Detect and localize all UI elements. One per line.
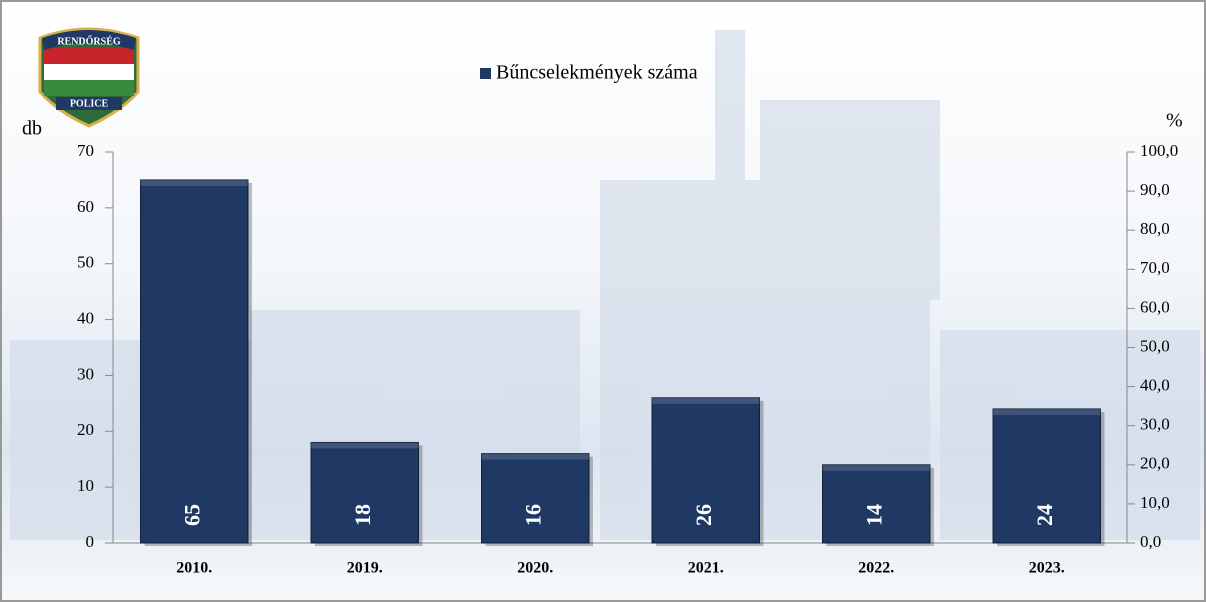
logo-text: POLICE bbox=[70, 98, 109, 109]
y2-tick-label: 0,0 bbox=[1140, 532, 1161, 551]
bar-shine bbox=[652, 397, 760, 404]
y-tick-label: 50 bbox=[77, 253, 94, 272]
y2-tick-label: 70,0 bbox=[1140, 258, 1170, 277]
value-label: 18 bbox=[350, 504, 375, 526]
value-label: 14 bbox=[861, 504, 886, 526]
value-label: 24 bbox=[1032, 504, 1057, 526]
y2-tick-label: 30,0 bbox=[1140, 415, 1170, 434]
value-label: 65 bbox=[179, 504, 204, 526]
bar bbox=[481, 453, 590, 544]
x-tick-label: 2021. bbox=[688, 560, 724, 577]
y-axis-label: db bbox=[22, 118, 42, 140]
logo: RENDŐRSÉG POLICE bbox=[38, 27, 140, 128]
value-label: 26 bbox=[691, 504, 716, 526]
bar-shine bbox=[140, 179, 248, 186]
value-label: 16 bbox=[520, 504, 545, 526]
y2-tick-label: 90,0 bbox=[1140, 180, 1170, 199]
y-tick-label: 40 bbox=[77, 308, 94, 327]
bar-shine bbox=[481, 453, 589, 460]
bar bbox=[651, 397, 760, 544]
y2-tick-label: 60,0 bbox=[1140, 297, 1170, 316]
y2-tick-label: 20,0 bbox=[1140, 454, 1170, 473]
x-tick-label: 2020. bbox=[517, 560, 553, 577]
bar bbox=[822, 464, 931, 544]
y2-axis-label: % bbox=[1166, 110, 1183, 132]
bar-shine bbox=[993, 408, 1101, 415]
x-tick-label: 2022. bbox=[858, 560, 894, 577]
y-tick-label: 60 bbox=[77, 197, 94, 216]
y-tick-label: 20 bbox=[77, 420, 94, 439]
bar bbox=[140, 179, 249, 544]
y-tick-label: 70 bbox=[77, 141, 94, 160]
y-tick-label: 30 bbox=[77, 364, 94, 383]
x-tick-label: 2019. bbox=[347, 560, 383, 577]
y-tick-label: 0 bbox=[86, 532, 95, 551]
logo-text: RENDŐRSÉG bbox=[57, 35, 121, 47]
bar bbox=[310, 441, 419, 544]
x-tick-label: 2010. bbox=[176, 560, 212, 577]
bar bbox=[992, 408, 1101, 544]
x-tick-label: 2023. bbox=[1029, 560, 1065, 577]
y2-tick-label: 100,0 bbox=[1140, 141, 1178, 160]
y2-tick-label: 10,0 bbox=[1140, 493, 1170, 512]
bar-shine bbox=[822, 464, 930, 471]
y-tick-label: 10 bbox=[77, 476, 94, 495]
y2-tick-label: 40,0 bbox=[1140, 376, 1170, 395]
y2-tick-label: 80,0 bbox=[1140, 219, 1170, 238]
bar-shine bbox=[311, 442, 419, 449]
legend-swatch bbox=[480, 68, 491, 79]
legend-label: Bűncselekmények száma bbox=[496, 62, 698, 84]
y2-tick-label: 50,0 bbox=[1140, 336, 1170, 355]
